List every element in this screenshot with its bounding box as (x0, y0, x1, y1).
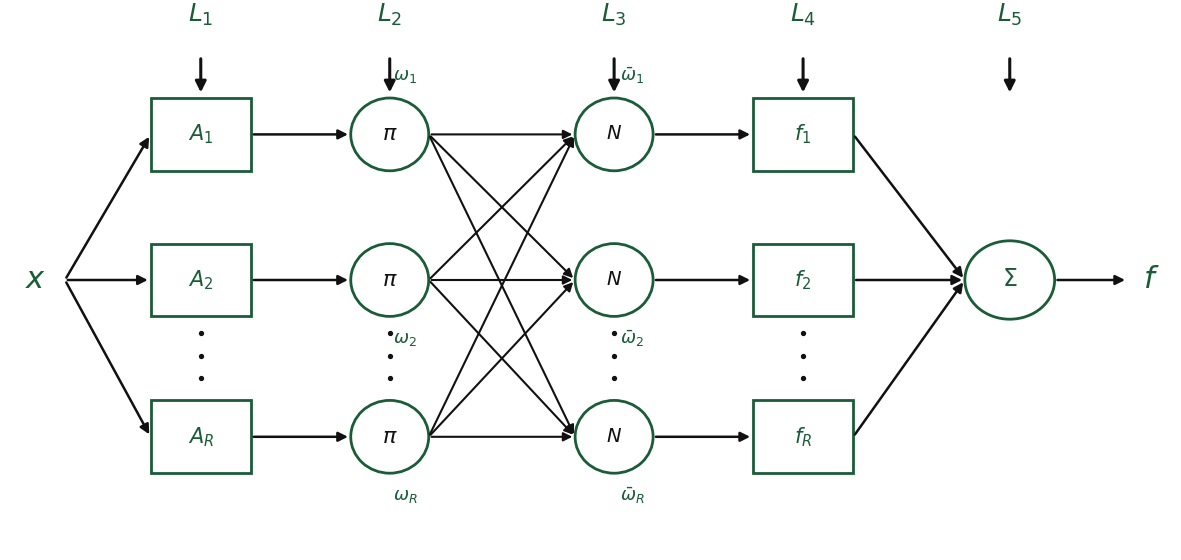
Text: $f_1$: $f_1$ (795, 123, 811, 146)
Text: $\pi$: $\pi$ (381, 426, 398, 448)
Text: $\pi$: $\pi$ (381, 123, 398, 146)
Text: $\pi$: $\pi$ (381, 269, 398, 291)
FancyBboxPatch shape (753, 400, 853, 473)
Text: $N$: $N$ (606, 271, 622, 289)
Text: $L_2$: $L_2$ (377, 2, 403, 28)
Text: $\bar{\omega}_R$: $\bar{\omega}_R$ (620, 486, 645, 506)
Text: $\bar{\omega}_2$: $\bar{\omega}_2$ (620, 329, 644, 349)
Ellipse shape (351, 98, 429, 171)
Ellipse shape (575, 244, 653, 316)
FancyBboxPatch shape (753, 98, 853, 171)
FancyBboxPatch shape (753, 244, 853, 316)
Text: $\bar{\omega}_1$: $\bar{\omega}_1$ (620, 66, 644, 86)
Text: $L_3$: $L_3$ (601, 2, 627, 28)
Text: $A_R$: $A_R$ (188, 425, 214, 449)
FancyBboxPatch shape (151, 400, 252, 473)
Text: $f_R$: $f_R$ (794, 425, 813, 449)
Text: $L_1$: $L_1$ (188, 2, 214, 28)
Ellipse shape (575, 400, 653, 473)
Text: $\omega_R$: $\omega_R$ (393, 487, 418, 505)
Text: $L_5$: $L_5$ (997, 2, 1023, 28)
Text: $\omega_2$: $\omega_2$ (393, 330, 417, 348)
Ellipse shape (575, 98, 653, 171)
Text: $x$: $x$ (25, 264, 46, 296)
Text: $A_2$: $A_2$ (188, 268, 214, 292)
Text: $N$: $N$ (606, 125, 622, 143)
Ellipse shape (965, 241, 1055, 319)
Text: $A_1$: $A_1$ (188, 123, 214, 146)
Text: $N$: $N$ (606, 428, 622, 446)
Text: $L_4$: $L_4$ (790, 2, 816, 28)
Text: $\Sigma$: $\Sigma$ (1001, 268, 1018, 292)
FancyBboxPatch shape (151, 244, 252, 316)
Text: $f$: $f$ (1143, 264, 1160, 296)
Text: $\omega_1$: $\omega_1$ (393, 67, 417, 85)
Ellipse shape (351, 244, 429, 316)
Text: $f_2$: $f_2$ (795, 268, 811, 292)
Ellipse shape (351, 400, 429, 473)
FancyBboxPatch shape (151, 98, 252, 171)
